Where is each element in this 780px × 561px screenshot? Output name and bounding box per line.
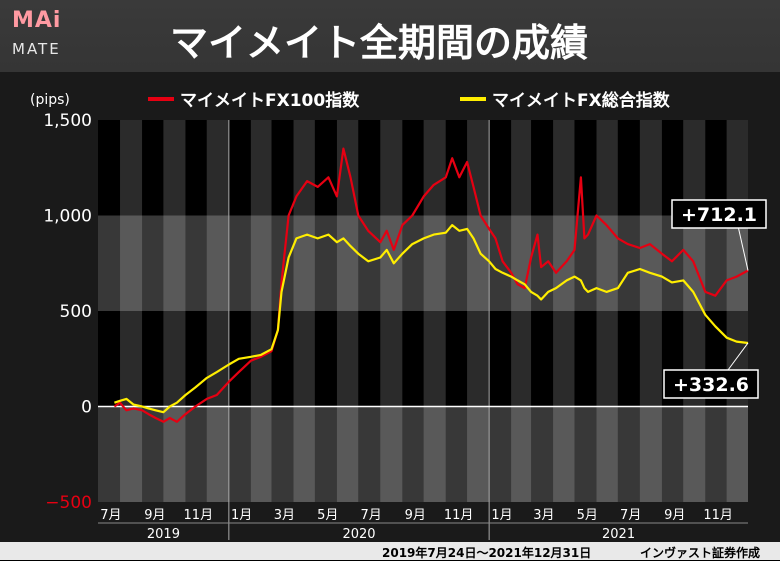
end-label-leader xyxy=(737,225,749,271)
brand-logo-sub: MATE xyxy=(12,40,61,58)
x-tick-label: 5月 xyxy=(577,508,598,523)
x-tick-label: 9月 xyxy=(664,508,685,523)
period-note: 2019年7月24日〜2021年12月31日 xyxy=(382,546,592,560)
x-tick-label: 11月 xyxy=(703,508,733,523)
y-tick-label: 1,000 xyxy=(43,207,92,227)
x-tick-label: 7月 xyxy=(100,508,121,523)
x-tick-label: 7月 xyxy=(620,508,641,523)
end-value-label: +712.1 xyxy=(681,204,757,226)
y-tick-label: −500 xyxy=(45,493,92,513)
x-tick-label: 3月 xyxy=(533,508,554,523)
end-value-label: +332.6 xyxy=(673,374,749,396)
band-neg xyxy=(98,406,748,502)
brand-logo: MAi xyxy=(12,8,61,33)
logo-text-top: MAi xyxy=(12,8,62,33)
year-label: 2020 xyxy=(342,527,375,542)
x-tick-label: 11月 xyxy=(184,508,214,523)
y-tick-label: 500 xyxy=(60,302,92,322)
year-label: 2019 xyxy=(147,527,180,542)
x-tick-label: 3月 xyxy=(274,508,295,523)
legend-label: マイメイトFX100指数 xyxy=(180,90,360,111)
band-500-1000 xyxy=(98,215,748,311)
end-label-box xyxy=(671,199,767,229)
x-tick-label: 7月 xyxy=(360,508,381,523)
y-axis-label: (pips) xyxy=(30,92,70,108)
series-line-fx100 xyxy=(113,147,749,423)
x-tick-label: 5月 xyxy=(317,508,338,523)
y-tick-label: 1,500 xyxy=(43,111,92,131)
legend-label: マイメイトFX総合指数 xyxy=(492,90,671,111)
year-label: 2021 xyxy=(602,527,635,542)
x-tick-label: 11月 xyxy=(444,508,474,523)
series-line-fx-total xyxy=(114,224,749,414)
credit-note: インヴァスト証券作成 xyxy=(640,546,761,560)
end-label-box xyxy=(663,369,759,399)
x-tick-label: 9月 xyxy=(144,508,165,523)
end-label-leader xyxy=(727,342,749,371)
x-tick-label: 1月 xyxy=(491,508,512,523)
y-tick-label: 0 xyxy=(81,398,92,418)
chart-title: マイメイト全期間の成績 xyxy=(170,21,589,65)
x-tick-label: 9月 xyxy=(405,508,426,523)
x-tick-label: 1月 xyxy=(231,508,252,523)
